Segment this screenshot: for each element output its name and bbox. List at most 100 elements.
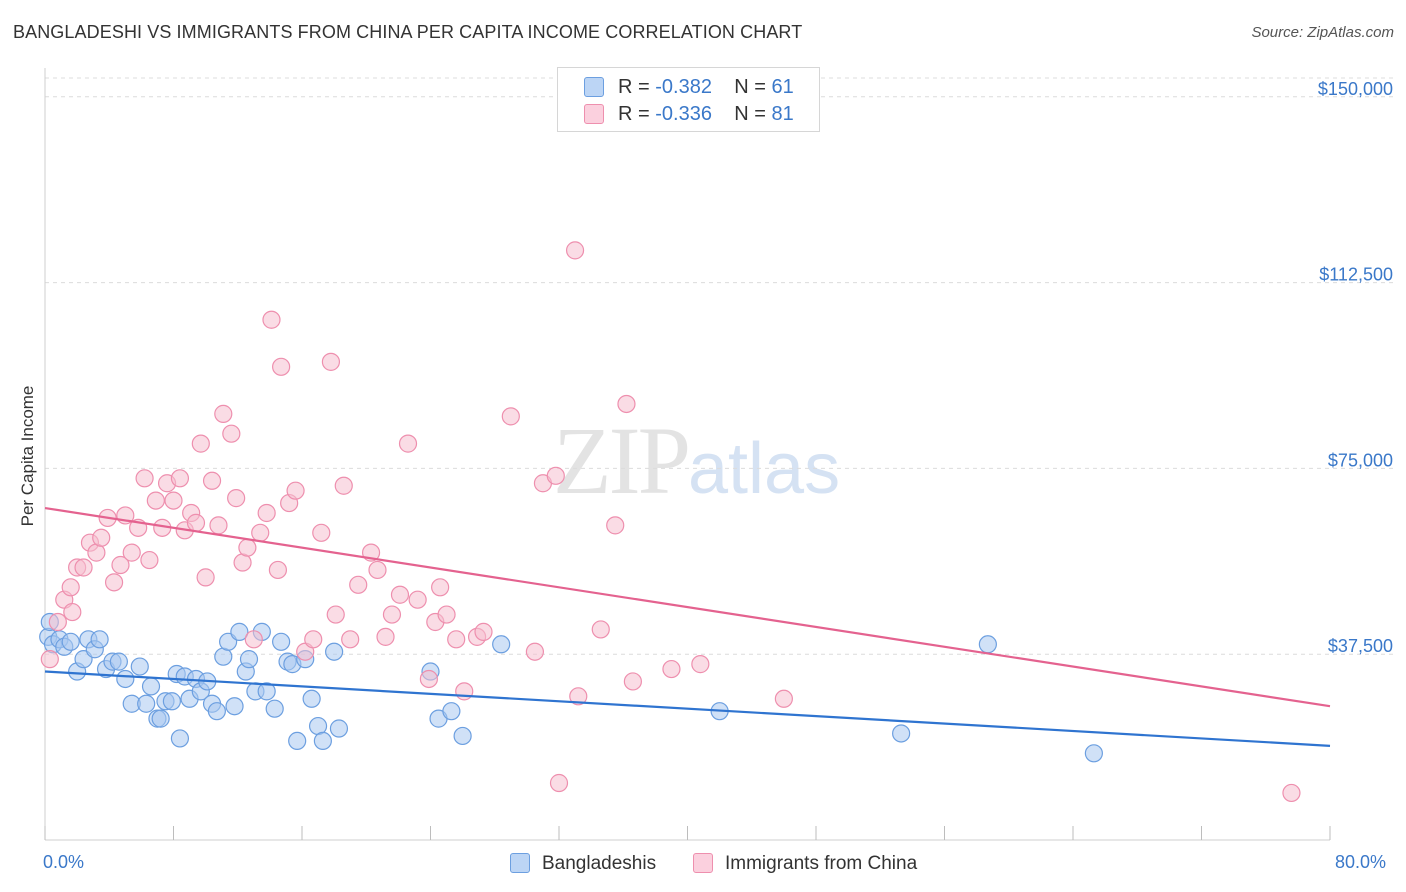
data-point [623, 672, 642, 691]
legend-text-2: R = -0.336 N = 81 [618, 103, 794, 125]
data-point [209, 516, 228, 535]
data-point [272, 357, 291, 376]
correlation-legend: R = -0.382 N = 61 R = -0.336 N = 81 [557, 67, 820, 132]
series-bangladeshis-points [39, 612, 1103, 763]
x-tick-min: 0.0% [43, 852, 85, 872]
source-note: Source: ZipAtlas.com [1251, 24, 1394, 41]
data-point [61, 578, 80, 597]
data-point [61, 632, 80, 651]
data-point [376, 627, 395, 646]
watermark-zip: ZIP [553, 407, 691, 514]
data-point [382, 605, 402, 624]
data-point [191, 434, 210, 453]
data-point [341, 630, 360, 649]
data-point [368, 560, 387, 580]
data-point [265, 699, 284, 718]
data-point [691, 655, 710, 674]
data-point [109, 652, 128, 671]
data-point [140, 550, 159, 570]
data-point [474, 622, 493, 641]
data-point [546, 466, 565, 485]
data-point [455, 682, 474, 701]
y-axis-label: Per Capita Income [18, 385, 37, 527]
data-point [442, 702, 461, 721]
data-point [492, 635, 511, 654]
data-point [230, 622, 249, 641]
data-point [286, 481, 305, 500]
data-point [312, 523, 331, 542]
x-tick-max: 80.0% [1335, 852, 1387, 872]
trend-lines [44, 506, 1331, 747]
legend-swatch-pink [584, 104, 604, 124]
data-point [268, 560, 288, 580]
bottom-swatch-pink [693, 853, 713, 873]
data-point [329, 719, 349, 738]
chart-title: BANGLADESHI VS IMMIGRANTS FROM CHINA PER… [13, 22, 803, 42]
data-point [321, 352, 341, 371]
data-point [257, 682, 276, 701]
data-point [447, 630, 466, 649]
data-point [40, 650, 59, 669]
data-point [116, 669, 135, 689]
y-tick-label: $75,000 [1328, 450, 1393, 470]
data-point [239, 650, 259, 669]
data-point [591, 620, 610, 639]
data-point [227, 489, 246, 508]
data-point [141, 677, 161, 696]
data-point [419, 669, 438, 689]
axes [44, 68, 1331, 841]
data-point [302, 689, 321, 708]
data-point [334, 476, 353, 495]
data-point [313, 731, 332, 751]
data-point [104, 573, 124, 592]
series-china-points [40, 241, 1301, 803]
data-point [90, 630, 109, 649]
data-point [186, 513, 206, 532]
data-point [74, 558, 93, 577]
data-point [569, 687, 588, 706]
data-point [501, 407, 520, 426]
legend-text-1: R = -0.382 N = 61 [618, 76, 794, 98]
data-point [162, 692, 181, 711]
data-point [1282, 783, 1301, 803]
data-point [1084, 744, 1103, 763]
data-point [146, 491, 165, 510]
data-point [398, 434, 418, 453]
data-point [978, 635, 997, 654]
data-point [617, 394, 636, 414]
data-point [130, 657, 149, 676]
data-point [222, 424, 241, 443]
data-point [151, 709, 170, 728]
data-point [170, 729, 190, 748]
bottom-legend-label-1: Bangladeshis [542, 853, 657, 874]
data-point [774, 689, 793, 708]
data-point [196, 568, 215, 587]
data-point [431, 578, 450, 597]
data-point [892, 724, 911, 743]
data-point [214, 404, 233, 423]
trend-line-china [44, 506, 1331, 708]
data-point [202, 471, 222, 490]
data-point [565, 241, 585, 260]
data-point [272, 632, 291, 651]
data-point [48, 612, 67, 632]
data-point [170, 469, 190, 488]
watermark: ZIPatlas [553, 405, 840, 516]
bottom-legend-label-2: Immigrants from China [725, 853, 918, 874]
data-point [549, 773, 569, 793]
data-point [304, 630, 323, 649]
data-point [92, 528, 111, 547]
trend-line-bangladeshis [44, 670, 1331, 747]
data-point [326, 605, 345, 624]
data-point [408, 590, 427, 609]
data-point [244, 630, 263, 649]
data-point [606, 516, 625, 535]
data-point [453, 726, 472, 746]
data-point [111, 555, 130, 575]
y-tick-labels: $37,500 $75,000 $112,500 $150,000 [1318, 79, 1393, 656]
data-point [525, 642, 545, 661]
y-tick-label: $37,500 [1328, 636, 1393, 656]
data-point [325, 642, 344, 661]
data-point [662, 659, 681, 679]
data-point [225, 697, 244, 716]
